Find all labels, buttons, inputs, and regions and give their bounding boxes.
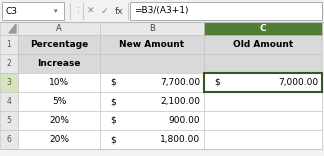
Bar xyxy=(0,130,18,149)
Text: 20%: 20% xyxy=(49,116,69,125)
Bar xyxy=(18,92,100,111)
Text: Old Amount: Old Amount xyxy=(233,40,293,49)
Bar xyxy=(100,92,204,111)
Text: 5%: 5% xyxy=(52,97,66,106)
Text: A: A xyxy=(56,24,62,33)
Bar xyxy=(18,73,100,92)
Bar xyxy=(0,111,18,130)
Text: 10%: 10% xyxy=(49,78,69,87)
Text: fx: fx xyxy=(115,7,123,15)
Bar xyxy=(100,35,204,54)
Bar xyxy=(100,22,204,35)
Bar xyxy=(130,2,322,20)
Text: $: $ xyxy=(110,116,116,125)
Text: New Amount: New Amount xyxy=(120,40,185,49)
Text: ✓: ✓ xyxy=(100,7,108,15)
Bar xyxy=(204,92,322,111)
Bar xyxy=(204,111,322,130)
Polygon shape xyxy=(9,24,16,33)
Text: 4: 4 xyxy=(6,97,11,106)
Text: 1,800.00: 1,800.00 xyxy=(160,135,200,144)
Bar xyxy=(0,0,324,22)
Bar xyxy=(0,73,18,92)
Bar xyxy=(100,73,204,92)
Text: 7,700.00: 7,700.00 xyxy=(160,78,200,87)
Bar xyxy=(100,54,204,73)
Bar xyxy=(204,54,322,73)
Text: Percentage: Percentage xyxy=(30,40,88,49)
Bar xyxy=(18,54,100,73)
Bar xyxy=(18,35,100,54)
Bar xyxy=(18,111,100,130)
Text: $: $ xyxy=(110,135,116,144)
Bar xyxy=(204,73,322,92)
Text: 1: 1 xyxy=(6,40,11,49)
Text: C: C xyxy=(260,24,266,33)
Bar xyxy=(18,130,100,149)
Text: 7,000.00: 7,000.00 xyxy=(278,78,318,87)
Bar xyxy=(2,2,64,20)
Bar xyxy=(100,111,204,130)
Text: 2: 2 xyxy=(6,59,11,68)
Bar xyxy=(204,22,322,35)
Text: $: $ xyxy=(214,78,220,87)
Text: C3: C3 xyxy=(6,7,18,15)
Bar xyxy=(0,35,18,54)
Text: B: B xyxy=(149,24,155,33)
Text: Increase: Increase xyxy=(37,59,81,68)
Text: ▾: ▾ xyxy=(54,8,58,14)
Text: ✕: ✕ xyxy=(87,7,95,15)
Bar xyxy=(0,22,18,35)
Bar xyxy=(18,22,100,35)
Text: 2,100.00: 2,100.00 xyxy=(160,97,200,106)
Text: 20%: 20% xyxy=(49,135,69,144)
Text: 5: 5 xyxy=(6,116,11,125)
Text: 900.00: 900.00 xyxy=(168,116,200,125)
Bar xyxy=(0,54,18,73)
Text: $: $ xyxy=(110,78,116,87)
Bar xyxy=(204,130,322,149)
Text: ⁝: ⁝ xyxy=(76,7,78,15)
Bar xyxy=(100,130,204,149)
Bar xyxy=(0,92,18,111)
Bar xyxy=(204,35,322,54)
Text: =B3/(A3+1): =B3/(A3+1) xyxy=(134,7,189,15)
Text: $: $ xyxy=(110,97,116,106)
Text: 6: 6 xyxy=(6,135,11,144)
Text: 3: 3 xyxy=(6,78,11,87)
